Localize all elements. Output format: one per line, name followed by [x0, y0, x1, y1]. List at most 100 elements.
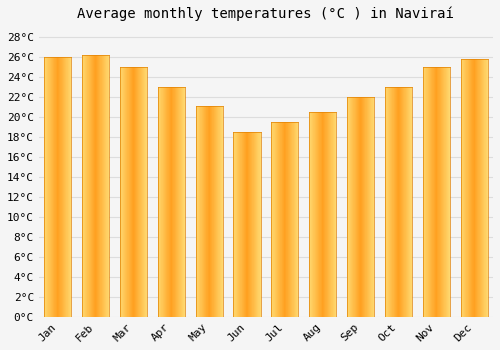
Bar	[361, 97, 362, 317]
Bar	[97, 55, 98, 317]
Bar	[209, 106, 210, 317]
Bar	[249, 132, 250, 317]
Bar	[161, 87, 162, 317]
Bar	[165, 87, 166, 317]
Bar	[294, 122, 295, 317]
Bar	[160, 87, 161, 317]
Bar	[476, 59, 477, 317]
Bar	[404, 87, 405, 317]
Bar	[326, 112, 327, 317]
Bar	[359, 97, 360, 317]
Bar	[248, 132, 249, 317]
Bar	[362, 97, 364, 317]
Bar	[460, 59, 461, 317]
Bar	[333, 112, 334, 317]
Bar	[313, 112, 314, 317]
Bar	[315, 112, 316, 317]
Bar	[434, 67, 435, 317]
Bar	[197, 106, 198, 317]
Bar	[273, 122, 274, 317]
Bar	[461, 59, 462, 317]
Bar	[487, 59, 488, 317]
Bar	[246, 132, 247, 317]
Bar	[410, 87, 411, 317]
Bar	[272, 122, 273, 317]
Bar	[67, 57, 68, 317]
Bar	[324, 112, 325, 317]
Bar	[445, 67, 446, 317]
Bar	[312, 112, 313, 317]
Bar	[166, 87, 167, 317]
Bar	[251, 132, 252, 317]
Bar	[121, 67, 122, 317]
Bar	[184, 87, 185, 317]
Bar	[440, 67, 441, 317]
Bar	[274, 122, 275, 317]
Bar	[45, 57, 46, 317]
Bar	[467, 59, 468, 317]
Bar	[146, 67, 147, 317]
Bar	[238, 132, 239, 317]
Bar	[98, 55, 99, 317]
Bar	[95, 55, 96, 317]
Bar	[52, 57, 53, 317]
Bar	[128, 67, 129, 317]
Bar	[335, 112, 336, 317]
Bar	[449, 67, 450, 317]
Bar	[168, 87, 169, 317]
Bar	[102, 55, 103, 317]
Bar	[474, 59, 475, 317]
Bar	[132, 67, 133, 317]
Bar	[431, 67, 432, 317]
Bar	[93, 55, 94, 317]
Bar	[407, 87, 408, 317]
Bar	[314, 112, 315, 317]
Bar	[136, 67, 138, 317]
Bar	[435, 67, 436, 317]
Bar	[252, 132, 253, 317]
Bar	[428, 67, 429, 317]
Bar	[443, 67, 444, 317]
Bar	[353, 97, 354, 317]
Bar	[56, 57, 57, 317]
Bar	[86, 55, 87, 317]
Bar	[44, 57, 45, 317]
Bar	[325, 112, 326, 317]
Bar	[400, 87, 401, 317]
Bar	[84, 55, 85, 317]
Bar	[216, 106, 217, 317]
Bar	[278, 122, 279, 317]
Bar	[105, 55, 106, 317]
Bar	[473, 59, 474, 317]
Bar	[485, 59, 486, 317]
Bar	[87, 55, 88, 317]
Bar	[91, 55, 92, 317]
Bar	[310, 112, 312, 317]
Bar	[120, 67, 121, 317]
Bar	[206, 106, 207, 317]
Bar	[142, 67, 144, 317]
Bar	[255, 132, 256, 317]
Bar	[469, 59, 470, 317]
Bar	[316, 112, 318, 317]
Bar	[385, 87, 386, 317]
Bar	[46, 57, 47, 317]
Bar	[296, 122, 297, 317]
Bar	[179, 87, 180, 317]
Bar	[92, 55, 93, 317]
Bar	[360, 97, 361, 317]
Bar	[334, 112, 335, 317]
Bar	[287, 122, 288, 317]
Bar	[200, 106, 201, 317]
Bar	[429, 67, 430, 317]
Bar	[331, 112, 332, 317]
Bar	[162, 87, 163, 317]
Bar	[158, 87, 159, 317]
Bar	[283, 122, 284, 317]
Bar	[145, 67, 146, 317]
Bar	[49, 57, 50, 317]
Bar	[243, 132, 244, 317]
Bar	[173, 87, 174, 317]
Bar	[367, 97, 368, 317]
Bar	[282, 122, 283, 317]
